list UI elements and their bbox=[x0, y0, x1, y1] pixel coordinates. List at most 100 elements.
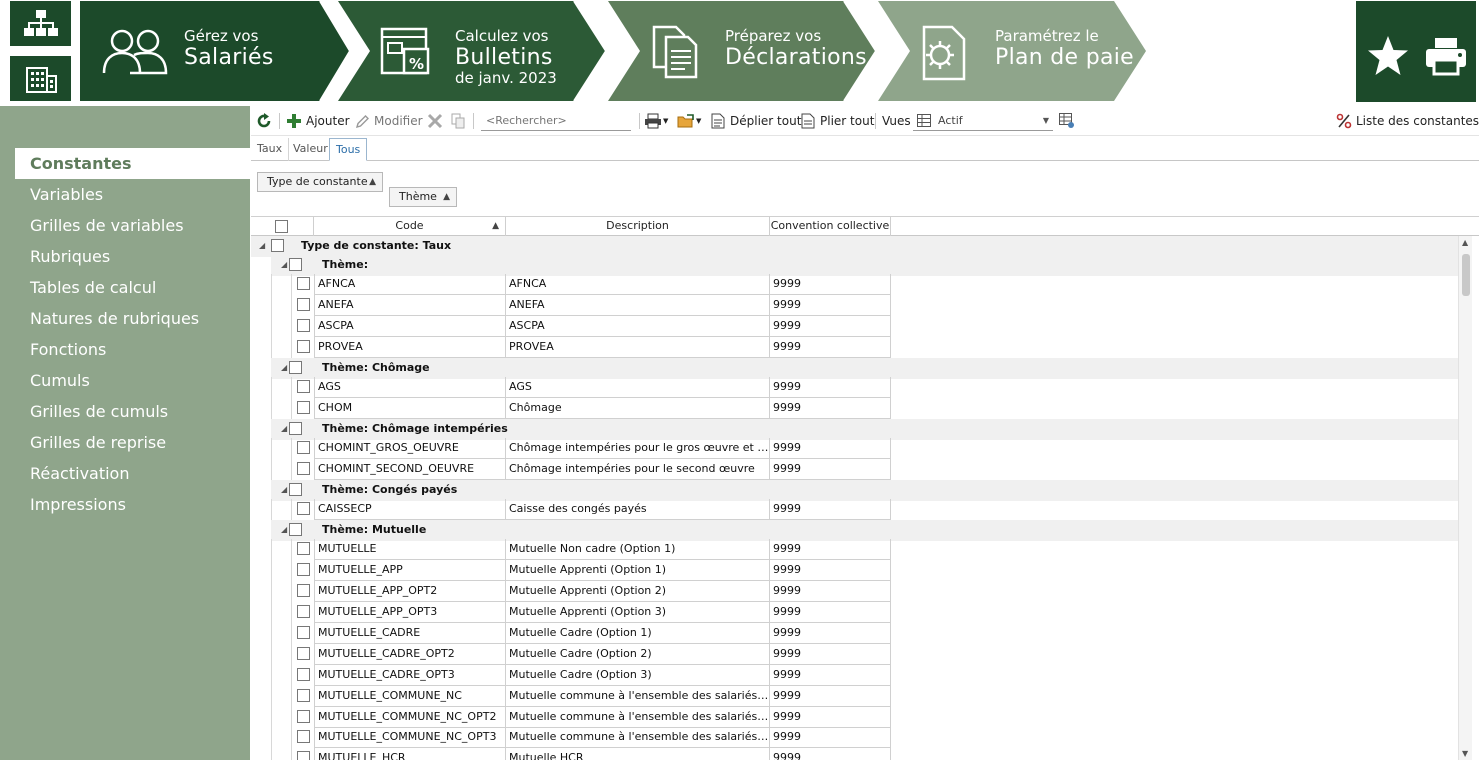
collapse-arrow-icon[interactable]: ◢ bbox=[259, 241, 266, 250]
sidebar-item-grilles-de-variables[interactable]: Grilles de variables bbox=[30, 216, 184, 235]
table-row[interactable]: MUTUELLE_CADRE Mutuelle Cadre (Option 1) 9… bbox=[251, 622, 1459, 644]
table-row[interactable]: MUTUELLE_APP_OPT2 Mutuelle Apprenti (Opti… bbox=[251, 581, 1459, 603]
view-select[interactable]: Actif ▼ bbox=[913, 111, 1053, 131]
table-row[interactable]: MUTUELLE_APP_OPT3 Mutuelle Apprenti (Opti… bbox=[251, 602, 1459, 623]
group-checkbox[interactable] bbox=[289, 483, 302, 496]
step-salaries[interactable]: Gérez vos Salariés bbox=[80, 1, 352, 101]
group-row-theme[interactable]: ◢ Thème: Chômage bbox=[271, 358, 1459, 379]
table-row[interactable]: MUTUELLE_CADRE_OPT2 Mutuelle Cadre (Optio… bbox=[251, 643, 1459, 665]
step-bulletins[interactable]: % Calculez vos Bulletins de janv. 2023 bbox=[338, 1, 620, 101]
tab-taux[interactable]: Taux bbox=[251, 138, 290, 161]
collapse-arrow-icon[interactable]: ◢ bbox=[281, 525, 288, 535]
add-button[interactable]: Ajouter bbox=[286, 112, 350, 130]
row-checkbox[interactable] bbox=[297, 667, 310, 681]
select-all-checkbox[interactable] bbox=[275, 220, 288, 233]
group-checkbox[interactable] bbox=[289, 361, 302, 374]
group-checkbox[interactable] bbox=[289, 422, 302, 435]
org-chart-button[interactable] bbox=[10, 1, 71, 46]
row-checkbox[interactable] bbox=[297, 502, 310, 516]
export-menu-button[interactable]: ▼ bbox=[677, 112, 701, 130]
table-row[interactable]: PROVEA PROVEA 9999 bbox=[251, 337, 1459, 359]
row-checkbox[interactable] bbox=[297, 605, 310, 618]
sidebar-item-cumuls[interactable]: Cumuls bbox=[30, 371, 90, 390]
sidebar-item-constantes[interactable]: Constantes bbox=[15, 148, 250, 179]
table-row[interactable]: AFNCA AFNCA 9999 bbox=[251, 274, 1459, 296]
tab-valeur[interactable]: Valeur bbox=[287, 138, 335, 161]
copy-button[interactable] bbox=[450, 112, 466, 130]
constants-list-button[interactable]: Liste des constantes bbox=[1336, 112, 1479, 130]
group-row-theme[interactable]: ◢ Thème: Mutuelle bbox=[271, 520, 1459, 542]
table-row[interactable]: AGS AGS 9999 bbox=[251, 377, 1459, 399]
row-checkbox[interactable] bbox=[297, 709, 310, 723]
view-settings-button[interactable] bbox=[1059, 112, 1075, 130]
row-checkbox[interactable] bbox=[297, 688, 310, 702]
sidebar-item-natures-de-rubriques[interactable]: Natures de rubriques bbox=[30, 309, 200, 328]
edit-button[interactable]: Modifier bbox=[355, 112, 423, 130]
table-row[interactable]: MUTUELLE Mutuelle Non cadre (Option 1) 999… bbox=[251, 539, 1459, 561]
scroll-up-icon[interactable]: ▲ bbox=[1462, 238, 1469, 247]
scroll-down-icon[interactable]: ▼ bbox=[1462, 749, 1469, 758]
sidebar-item-impressions[interactable]: Impressions bbox=[30, 495, 126, 514]
column-header-code[interactable]: Code ▲ bbox=[314, 217, 506, 236]
group-chip-type[interactable]: Type de constante ▲ bbox=[257, 172, 383, 192]
scroll-thumb[interactable] bbox=[1462, 254, 1470, 296]
table-row[interactable]: ANEFA ANEFA 9999 bbox=[251, 295, 1459, 317]
row-checkbox[interactable] bbox=[297, 340, 310, 354]
row-checkbox[interactable] bbox=[297, 380, 310, 394]
search-input[interactable] bbox=[481, 111, 631, 131]
group-checkbox[interactable] bbox=[289, 258, 302, 272]
favorite-star-icon[interactable] bbox=[1366, 34, 1410, 78]
row-checkbox[interactable] bbox=[297, 319, 310, 333]
table-row[interactable]: MUTUELLE_COMMUNE_NC_OPT2 Mutuelle commune… bbox=[251, 706, 1459, 728]
table-row[interactable]: CHOMINT_GROS_OEUVRE Chômage intempéries p… bbox=[251, 438, 1459, 460]
row-checkbox[interactable] bbox=[297, 584, 310, 598]
group-row-theme[interactable]: ◢ Thème: Congés payés bbox=[271, 480, 1459, 501]
expand-all-button[interactable]: Déplier tout bbox=[711, 112, 801, 130]
row-checkbox[interactable] bbox=[297, 542, 310, 556]
table-row[interactable]: MUTUELLE_APP Mutuelle Apprenti (Option 1)… bbox=[251, 560, 1459, 582]
row-checkbox[interactable] bbox=[297, 462, 310, 476]
row-checkbox[interactable] bbox=[297, 401, 310, 415]
table-row[interactable]: CAISSECP Caisse des congés payés 9999 bbox=[251, 499, 1459, 521]
row-checkbox[interactable] bbox=[297, 625, 310, 639]
row-checkbox[interactable] bbox=[297, 646, 310, 660]
group-chip-theme[interactable]: Thème ▲ bbox=[389, 187, 457, 207]
sidebar-item-reactivation[interactable]: Réactivation bbox=[30, 464, 130, 483]
table-row[interactable]: MUTUELLE_COMMUNE_NC Mutuelle commune à l'… bbox=[251, 685, 1459, 707]
table-row[interactable]: MUTUELLE_CADRE_OPT3 Mutuelle Cadre (Optio… bbox=[251, 664, 1459, 686]
column-header-convention[interactable]: Convention collective bbox=[770, 217, 891, 236]
sidebar-item-grilles-de-reprise[interactable]: Grilles de reprise bbox=[30, 433, 167, 452]
table-row[interactable]: MUTUELLE_HCR Mutuelle HCR 9999 bbox=[251, 748, 1459, 760]
printer-icon[interactable] bbox=[1424, 36, 1468, 76]
delete-button[interactable] bbox=[427, 112, 443, 130]
table-row[interactable]: CHOMINT_SECOND_OEUVRE Chômage intempéries… bbox=[251, 459, 1459, 481]
column-header-description[interactable]: Description bbox=[506, 217, 770, 236]
print-menu-button[interactable]: ▼ bbox=[644, 112, 668, 130]
table-row[interactable]: MUTUELLE_COMMUNE_NC_OPT3 Mutuelle commune… bbox=[251, 727, 1459, 749]
collapse-arrow-icon[interactable]: ◢ bbox=[281, 260, 288, 270]
table-row[interactable]: CHOM Chômage 9999 bbox=[251, 398, 1459, 420]
group-row-theme[interactable]: ◢ Thème: Chômage intempéries bbox=[271, 419, 1459, 440]
sidebar-item-grilles-de-cumuls[interactable]: Grilles de cumuls bbox=[30, 402, 169, 421]
collapse-arrow-icon[interactable]: ◢ bbox=[281, 485, 288, 494]
group-row-type[interactable]: ◢ Type de constante: Taux bbox=[251, 236, 1459, 257]
collapse-arrow-icon[interactable]: ◢ bbox=[281, 363, 288, 372]
step-declarations[interactable]: Préparez vos Déclarations bbox=[608, 1, 890, 101]
company-button[interactable] bbox=[10, 56, 71, 101]
vertical-scrollbar[interactable]: ▲ ▼ bbox=[1458, 236, 1472, 760]
row-checkbox[interactable] bbox=[297, 441, 310, 455]
sidebar-item-rubriques[interactable]: Rubriques bbox=[30, 247, 111, 266]
row-checkbox[interactable] bbox=[297, 298, 310, 312]
table-row[interactable]: ASCPA ASCPA 9999 bbox=[251, 316, 1459, 338]
collapse-arrow-icon[interactable]: ◢ bbox=[281, 424, 288, 433]
sidebar-item-variables[interactable]: Variables bbox=[30, 185, 104, 204]
group-row-theme[interactable]: ◢ Thème: bbox=[271, 255, 1459, 277]
refresh-button[interactable] bbox=[256, 112, 272, 130]
collapse-all-button[interactable]: Plier tout bbox=[801, 112, 874, 130]
step-plan-de-paie[interactable]: Paramétrez le Plan de paie bbox=[878, 1, 1160, 101]
tab-tous[interactable]: Tous bbox=[329, 138, 368, 161]
group-checkbox[interactable] bbox=[271, 239, 284, 252]
row-checkbox[interactable] bbox=[297, 563, 310, 577]
row-checkbox[interactable] bbox=[297, 730, 310, 744]
sidebar-item-tables-de-calcul[interactable]: Tables de calcul bbox=[30, 278, 157, 297]
